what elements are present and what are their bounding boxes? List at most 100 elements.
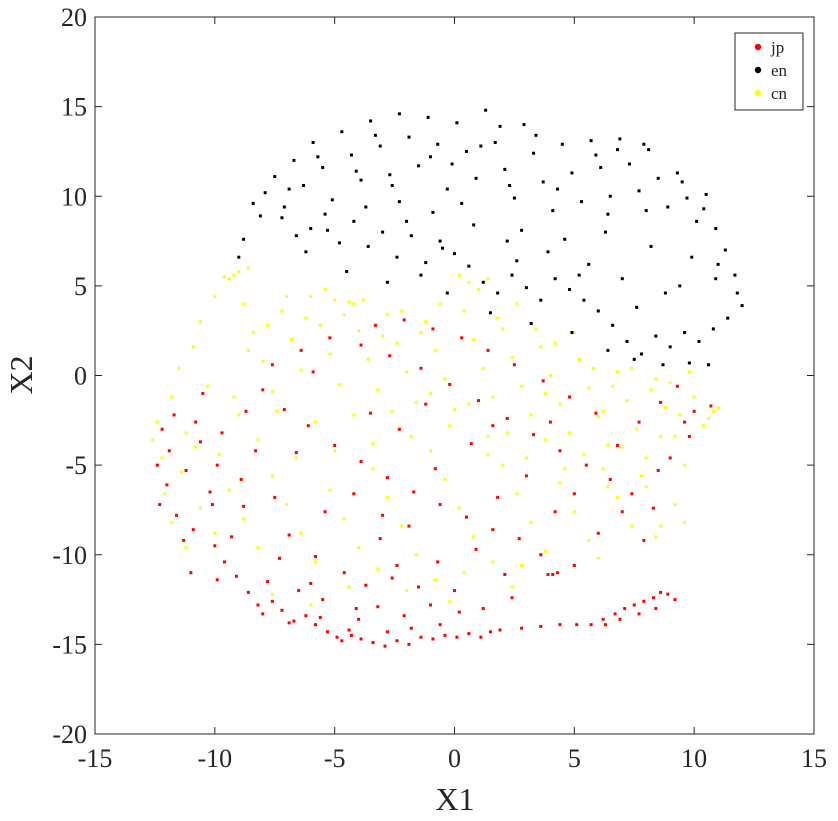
point-cn: [553, 341, 557, 345]
point-cn: [654, 377, 658, 381]
legend-marker-jp: [754, 43, 762, 51]
point-jp: [438, 623, 442, 627]
point-cn: [572, 510, 576, 514]
point-jp: [373, 323, 377, 327]
point-jp: [215, 463, 219, 467]
point-cn: [213, 295, 217, 299]
point-en: [479, 144, 483, 148]
point-cn: [678, 413, 682, 417]
point-jp: [287, 621, 291, 625]
point-cn: [194, 445, 198, 449]
point-en: [570, 330, 574, 334]
point-cn: [198, 320, 202, 324]
point-jp: [280, 608, 284, 612]
point-jp: [476, 399, 480, 403]
point-en: [524, 286, 528, 290]
point-cn: [191, 345, 195, 349]
point-jp: [158, 503, 162, 507]
point-jp: [637, 612, 641, 616]
point-cn: [563, 467, 567, 471]
point-cn: [419, 330, 423, 334]
point-cn: [462, 309, 466, 313]
point-en: [704, 192, 708, 196]
point-cn: [352, 413, 356, 417]
point-jp: [402, 614, 406, 618]
point-jp: [189, 571, 193, 575]
point-cn: [342, 313, 346, 317]
scatter-points: [151, 108, 744, 648]
point-jp: [520, 626, 524, 630]
point-cn: [668, 381, 672, 385]
point-cn: [400, 524, 404, 528]
point-en: [349, 153, 353, 157]
point-cn: [309, 295, 313, 299]
point-cn: [510, 356, 514, 360]
point-jp: [568, 395, 572, 399]
point-cn: [328, 488, 332, 492]
point-cn: [448, 424, 452, 428]
point-jp: [491, 528, 495, 532]
point-en: [373, 133, 377, 137]
x-tick-label: 5: [568, 744, 581, 773]
point-en: [441, 246, 445, 250]
point-cn: [385, 313, 389, 317]
point-cn: [467, 402, 471, 406]
point-en: [460, 201, 464, 205]
x-tick-label: -10: [197, 744, 232, 773]
point-jp: [378, 537, 382, 541]
point-jp: [512, 363, 516, 367]
point-en: [388, 173, 392, 177]
point-en: [568, 287, 572, 291]
point-cn: [491, 395, 495, 399]
point-cn: [280, 309, 284, 313]
point-cn: [395, 341, 399, 345]
point-jp: [642, 538, 646, 542]
point-en: [426, 115, 430, 119]
point-en: [405, 219, 409, 223]
point-cn: [246, 266, 250, 270]
point-jp: [424, 402, 428, 406]
point-cn: [606, 485, 610, 489]
point-jp: [213, 544, 217, 548]
point-en: [580, 200, 584, 204]
point-cn: [376, 567, 380, 571]
point-en: [625, 339, 629, 343]
point-en: [280, 216, 284, 220]
point-en: [323, 212, 327, 216]
point-en: [316, 155, 320, 159]
point-jp: [539, 553, 543, 557]
point-jp: [412, 490, 416, 494]
point-en: [529, 322, 533, 326]
point-jp: [246, 590, 250, 594]
point-jp: [608, 477, 612, 481]
point-cn: [170, 395, 174, 399]
point-cn: [539, 345, 543, 349]
point-cn: [457, 273, 461, 277]
point-jp: [668, 456, 672, 460]
point-en: [522, 123, 526, 127]
point-cn: [515, 492, 519, 496]
point-cn: [611, 384, 615, 388]
point-en: [520, 228, 524, 232]
point-jp: [376, 605, 380, 609]
point-en: [251, 201, 255, 205]
series-jp: [155, 318, 713, 648]
point-en: [618, 137, 622, 141]
point-jp: [325, 630, 329, 634]
point-jp: [709, 404, 713, 408]
point-jp: [321, 598, 325, 602]
point-jp: [505, 417, 509, 421]
point-en: [711, 327, 715, 331]
point-cn: [342, 517, 346, 521]
point-jp: [349, 633, 353, 637]
point-cn: [615, 370, 619, 374]
point-jp: [311, 370, 315, 374]
point-en: [647, 148, 651, 152]
point-jp: [397, 427, 401, 431]
point-jp: [603, 623, 607, 627]
point-cn: [457, 506, 461, 510]
point-cn: [371, 467, 375, 471]
x-tick-label: -15: [78, 744, 113, 773]
point-en: [553, 277, 557, 281]
x-axis-label: X1: [435, 781, 474, 817]
